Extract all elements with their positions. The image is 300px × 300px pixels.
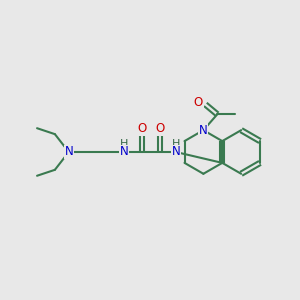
Text: O: O: [155, 122, 164, 135]
Text: O: O: [194, 96, 203, 109]
Text: N: N: [199, 124, 208, 137]
Text: O: O: [137, 122, 147, 135]
Text: H: H: [172, 139, 180, 149]
Text: N: N: [64, 146, 73, 158]
Text: N: N: [171, 146, 180, 158]
Text: N: N: [120, 146, 129, 158]
Text: H: H: [120, 139, 128, 149]
